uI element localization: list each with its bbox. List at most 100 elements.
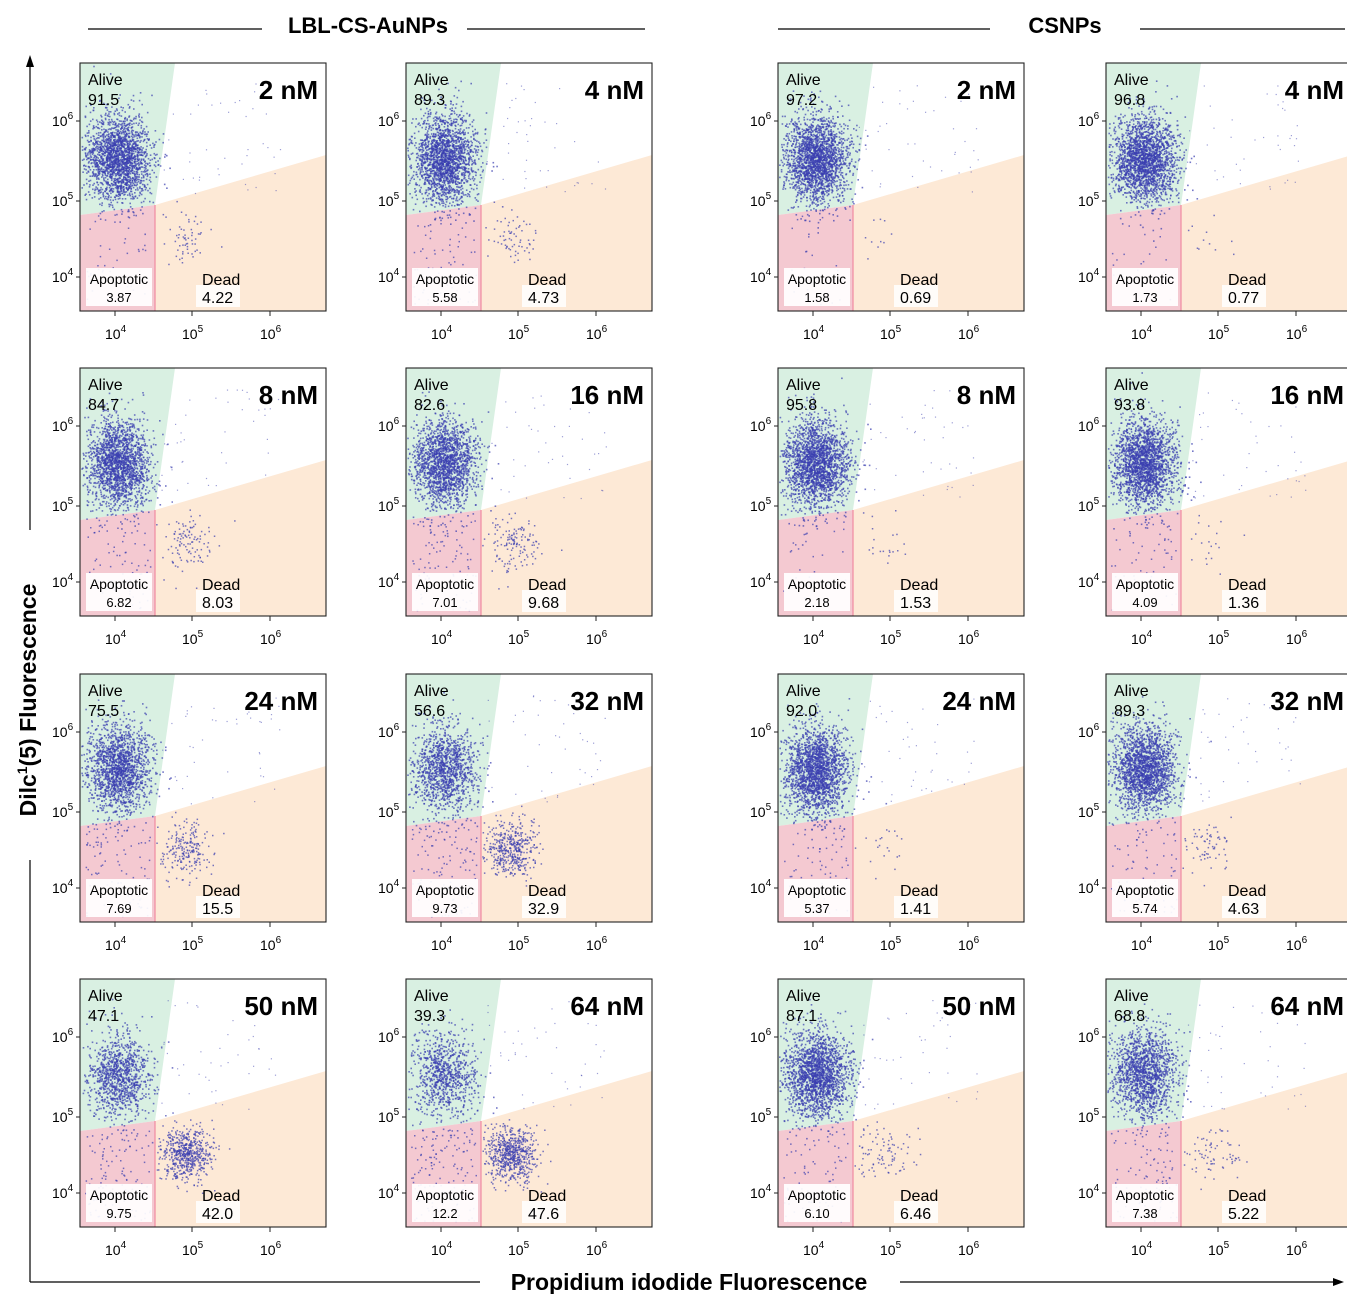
alive-cell-dot bbox=[138, 116, 140, 118]
alive-cell-dot bbox=[101, 202, 103, 204]
dead-cell-dot bbox=[535, 232, 537, 234]
apoptotic-cell-dot bbox=[474, 251, 476, 253]
alive-cell-dot bbox=[138, 181, 140, 183]
alive-cell-dot bbox=[113, 140, 115, 142]
alive-cell-dot bbox=[101, 205, 103, 207]
alive-cell-dot bbox=[458, 129, 460, 131]
scatter-dot bbox=[574, 141, 575, 142]
alive-cell-dot bbox=[450, 178, 452, 180]
alive-cell-dot bbox=[449, 124, 451, 126]
alive-cell-dot bbox=[448, 146, 450, 148]
dead-cell-dot bbox=[501, 243, 503, 245]
alive-cell-dot bbox=[105, 113, 107, 115]
dead-cell-dot bbox=[186, 243, 188, 245]
alive-cell-dot bbox=[441, 174, 443, 176]
alive-cell-dot bbox=[103, 162, 105, 164]
alive-cell-dot bbox=[122, 121, 124, 123]
alive-cell-dot bbox=[425, 126, 427, 128]
alive-cell-dot bbox=[147, 112, 149, 114]
alive-cell-dot bbox=[97, 121, 99, 123]
dead-cell-dot bbox=[517, 216, 519, 218]
alive-cell-dot bbox=[433, 136, 435, 138]
alive-cell-dot bbox=[97, 124, 99, 126]
scatter-dot bbox=[487, 161, 488, 162]
alive-cell-dot bbox=[98, 198, 100, 200]
alive-cell-dot bbox=[119, 94, 121, 96]
alive-cell-dot bbox=[112, 185, 114, 187]
alive-cell-dot bbox=[102, 154, 104, 156]
alive-cell-dot bbox=[465, 143, 467, 145]
alive-cell-dot bbox=[116, 169, 118, 171]
alive-cell-dot bbox=[144, 131, 146, 133]
y-tick-base: 10 bbox=[52, 193, 68, 209]
alive-cell-dot bbox=[442, 146, 444, 148]
alive-cell-dot bbox=[450, 217, 452, 219]
alive-cell-dot bbox=[425, 144, 427, 146]
dead-cell-dot bbox=[519, 225, 521, 227]
alive-cell-dot bbox=[456, 192, 458, 194]
alive-cell-dot bbox=[127, 177, 129, 179]
alive-cell-dot bbox=[133, 95, 135, 97]
alive-cell-dot bbox=[435, 142, 437, 144]
scatter-dot bbox=[535, 102, 536, 103]
alive-cell-dot bbox=[107, 160, 109, 162]
alive-cell-dot bbox=[468, 177, 470, 179]
alive-cell-dot bbox=[115, 129, 117, 131]
scatter-dot bbox=[524, 89, 525, 90]
alive-cell-dot bbox=[412, 153, 414, 155]
alive-cell-dot bbox=[134, 484, 136, 486]
alive-cell-dot bbox=[477, 200, 479, 202]
alive-cell-dot bbox=[118, 123, 120, 125]
alive-cell-dot bbox=[436, 112, 438, 114]
alive-cell-dot bbox=[141, 162, 143, 164]
alive-cell-dot bbox=[457, 154, 459, 156]
alive-cell-dot bbox=[146, 126, 148, 128]
alive-cell-dot bbox=[131, 153, 133, 155]
alive-cell-dot bbox=[447, 181, 449, 183]
apoptotic-cell-dot bbox=[422, 248, 424, 250]
dead-cell-dot bbox=[488, 239, 490, 241]
alive-cell-dot bbox=[435, 159, 437, 161]
alive-cell-dot bbox=[423, 154, 425, 156]
alive-cell-dot bbox=[471, 167, 473, 169]
alive-cell-dot bbox=[443, 202, 445, 204]
alive-cell-dot bbox=[141, 117, 143, 119]
alive-cell-dot bbox=[477, 152, 479, 154]
alive-cell-dot bbox=[105, 142, 107, 144]
alive-cell-dot bbox=[429, 138, 431, 140]
alive-cell-dot bbox=[125, 152, 127, 154]
alive-cell-dot bbox=[409, 143, 411, 145]
alive-cell-dot bbox=[127, 168, 129, 170]
alive-cell-dot bbox=[471, 188, 473, 190]
alive-cell-dot bbox=[420, 171, 422, 173]
alive-cell-dot bbox=[113, 182, 115, 184]
alive-cell-dot bbox=[479, 181, 481, 183]
alive-cell-dot bbox=[107, 149, 109, 151]
scatter-dot bbox=[228, 112, 229, 113]
alive-cell-dot bbox=[132, 177, 134, 179]
scatter-dot bbox=[193, 178, 194, 179]
alive-cell-dot bbox=[461, 175, 463, 177]
alive-cell-dot bbox=[430, 224, 432, 226]
alive-cell-dot bbox=[113, 188, 115, 190]
alive-cell-dot bbox=[452, 153, 454, 155]
dead-cell-dot bbox=[181, 212, 183, 214]
alive-cell-dot bbox=[424, 182, 426, 184]
alive-cell-dot bbox=[118, 160, 120, 162]
scatter-dot bbox=[280, 149, 281, 150]
alive-cell-dot bbox=[102, 159, 104, 161]
alive-cell-dot bbox=[95, 173, 97, 175]
alive-cell-dot bbox=[445, 146, 447, 148]
alive-cell-dot bbox=[421, 160, 423, 162]
alive-cell-dot bbox=[414, 145, 416, 147]
alive-cell-dot bbox=[474, 148, 476, 150]
alive-cell-dot bbox=[439, 120, 441, 122]
alive-cell-dot bbox=[464, 156, 466, 158]
alive-cell-dot bbox=[103, 210, 105, 212]
apoptotic-cell-dot bbox=[453, 257, 455, 259]
scatter-dot bbox=[224, 158, 225, 159]
alive-cell-dot bbox=[130, 150, 132, 152]
alive-cell-dot bbox=[155, 154, 157, 156]
alive-cell-dot bbox=[429, 189, 431, 191]
x-tick-base: 10 bbox=[586, 326, 602, 342]
